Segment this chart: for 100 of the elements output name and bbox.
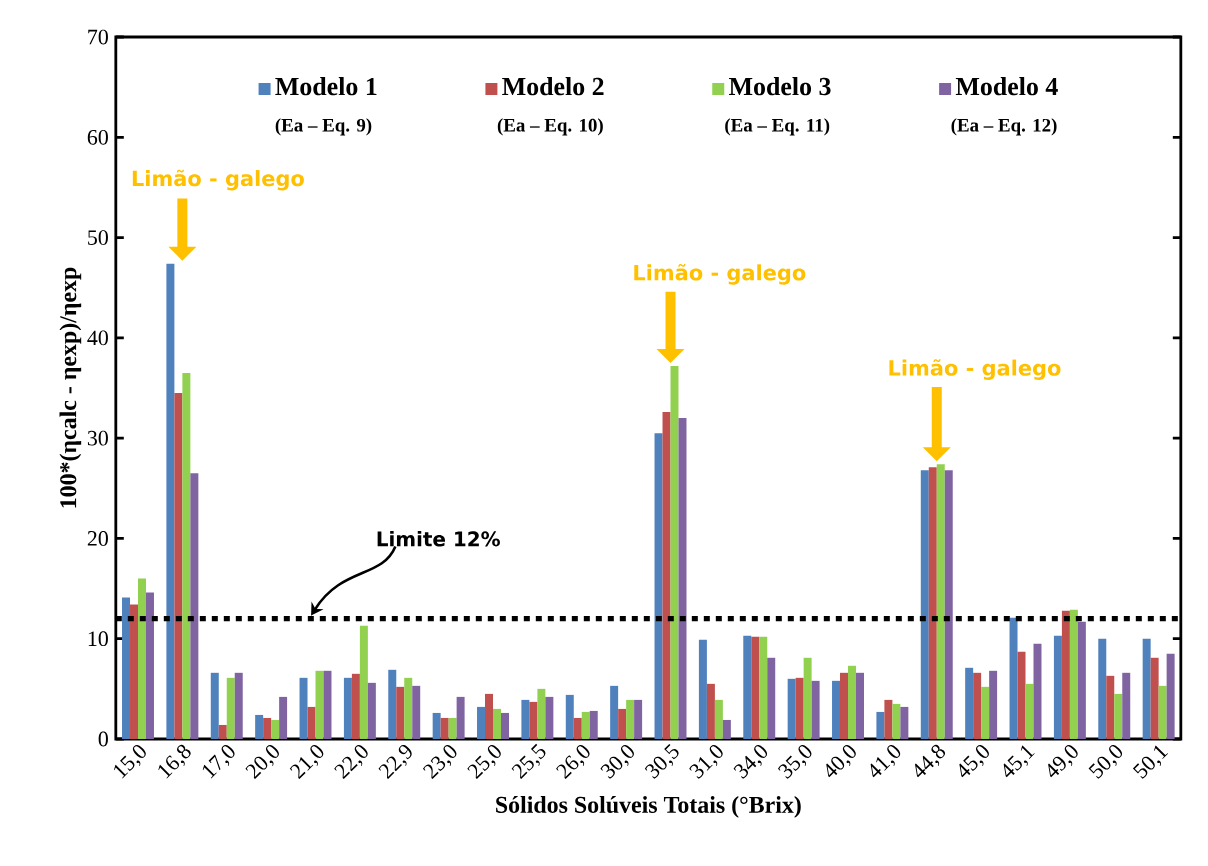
bar bbox=[900, 706, 909, 739]
bar bbox=[351, 673, 360, 739]
annotation: Limão - galego bbox=[889, 359, 1061, 380]
bar bbox=[787, 678, 796, 739]
bar bbox=[626, 699, 635, 739]
bar bbox=[359, 625, 368, 739]
bar bbox=[307, 706, 316, 739]
bar bbox=[130, 604, 138, 739]
bar bbox=[876, 711, 885, 739]
bar bbox=[1114, 693, 1123, 739]
legend-label: Modelo 2 bbox=[502, 77, 604, 96]
bar bbox=[500, 712, 509, 739]
bar bbox=[537, 688, 546, 739]
bar bbox=[1009, 617, 1018, 739]
bar bbox=[1158, 685, 1167, 739]
bar bbox=[928, 467, 937, 739]
bar bbox=[743, 635, 752, 739]
annotation: (Ea – Eq. 12) bbox=[951, 118, 1057, 136]
annotation: (Ea – Eq. 11) bbox=[725, 118, 830, 136]
y-tick-label: 40 bbox=[87, 330, 108, 346]
bar bbox=[678, 418, 687, 739]
x-tick-label: 40,0 bbox=[826, 745, 856, 778]
x-tick-label: 41,0 bbox=[870, 745, 901, 778]
x-axis-title: Sólidos Solúveis Totais (°Brix) bbox=[496, 796, 801, 818]
bar bbox=[226, 677, 235, 739]
x-tick-label: 25,5 bbox=[511, 743, 546, 780]
x-tick-label: 16,8 bbox=[158, 744, 191, 779]
x-tick-label: 30,0 bbox=[600, 745, 634, 779]
annotation: (Ea – Eq. 10) bbox=[497, 118, 603, 136]
bar bbox=[1061, 610, 1070, 739]
annotation: Limite 12% bbox=[377, 531, 500, 547]
bar bbox=[1025, 683, 1034, 739]
bar bbox=[493, 708, 501, 739]
bar bbox=[1106, 675, 1115, 739]
annotation: Limão - galego bbox=[132, 169, 304, 191]
bar bbox=[432, 712, 441, 739]
bar bbox=[323, 670, 332, 739]
bar bbox=[803, 657, 812, 739]
bar bbox=[263, 717, 272, 739]
legend-label: Modelo 3 bbox=[729, 77, 831, 96]
bar bbox=[811, 680, 820, 739]
bar bbox=[610, 685, 619, 739]
bar bbox=[767, 657, 776, 739]
x-tick-label: 34,0 bbox=[733, 745, 768, 779]
bar bbox=[618, 708, 627, 739]
bar bbox=[545, 696, 554, 739]
y-tick-label: 60 bbox=[87, 129, 108, 145]
bar bbox=[412, 685, 421, 739]
bar bbox=[1122, 672, 1131, 739]
bar bbox=[920, 470, 929, 739]
bar bbox=[795, 677, 804, 739]
x-tick-label: 26,0 bbox=[556, 745, 590, 780]
bar bbox=[589, 710, 598, 739]
bar bbox=[1142, 638, 1151, 739]
bar bbox=[662, 412, 671, 739]
bar bbox=[1166, 653, 1175, 739]
annotation: (Ea – Eq. 9) bbox=[275, 118, 372, 136]
bar bbox=[892, 703, 901, 739]
bar bbox=[965, 667, 974, 739]
bar bbox=[714, 699, 723, 739]
bar bbox=[218, 724, 227, 739]
bar bbox=[174, 393, 183, 739]
y-tick-label: 10 bbox=[88, 631, 108, 647]
bar bbox=[634, 699, 643, 739]
bar bbox=[565, 694, 574, 739]
bar bbox=[581, 711, 590, 739]
bar bbox=[485, 693, 494, 739]
bar bbox=[884, 699, 893, 739]
bar bbox=[255, 714, 264, 739]
x-tick-label: 17,0 bbox=[202, 745, 235, 779]
bar bbox=[138, 578, 146, 739]
annotation: Limão - galego bbox=[634, 263, 806, 285]
bar bbox=[343, 677, 352, 739]
y-tick-label: 0 bbox=[98, 731, 108, 747]
bar bbox=[234, 672, 243, 739]
bar bbox=[722, 719, 731, 739]
bar bbox=[145, 592, 154, 739]
bar bbox=[1150, 657, 1159, 739]
bar bbox=[182, 372, 191, 739]
bar bbox=[299, 677, 308, 739]
x-tick-label: 20,0 bbox=[245, 745, 279, 780]
y-tick-label: 30 bbox=[87, 430, 108, 446]
x-tick-label: 22,9 bbox=[378, 744, 412, 780]
bar bbox=[388, 669, 397, 739]
x-tick-label: 45,1 bbox=[1003, 745, 1035, 778]
bar bbox=[840, 672, 849, 739]
bar bbox=[279, 696, 288, 739]
bar bbox=[271, 719, 280, 739]
x-tick-label: 15,0 bbox=[114, 745, 146, 779]
bar bbox=[448, 717, 457, 739]
bar bbox=[122, 597, 131, 739]
y-tick-label: 70 bbox=[88, 29, 108, 45]
bar bbox=[440, 717, 449, 739]
bar bbox=[210, 672, 219, 739]
legend-label: Modelo 4 bbox=[955, 77, 1058, 96]
bar bbox=[521, 699, 530, 739]
x-tick-label: 45,0 bbox=[959, 745, 989, 778]
bar bbox=[751, 636, 760, 739]
bar bbox=[989, 670, 998, 739]
bar bbox=[1069, 609, 1078, 739]
